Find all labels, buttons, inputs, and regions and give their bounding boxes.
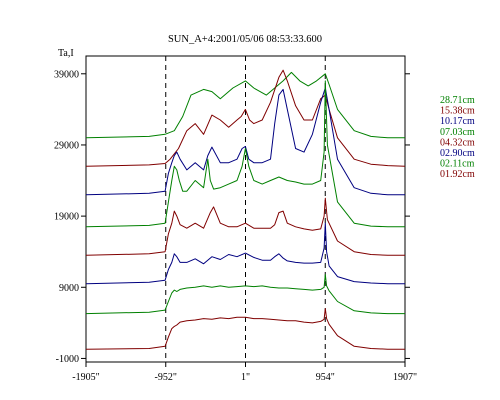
y-tick-label: -1000 xyxy=(56,354,79,365)
legend-item: 02.11cm xyxy=(440,159,475,170)
series-line xyxy=(85,222,405,285)
legend: 28.71cm15.38cm10.17cm07.03cm04.32cm02.90… xyxy=(440,95,475,180)
series-line xyxy=(85,308,405,350)
series-lines xyxy=(85,69,406,350)
x-tick-label: 1907" xyxy=(393,372,417,383)
x-tick-label: 954" xyxy=(316,372,335,383)
legend-item: 28.71cm xyxy=(440,95,475,106)
x-tick-label: 1" xyxy=(241,372,250,383)
y-tick-label: 39000 xyxy=(54,69,79,80)
y-axis-ticks: 39000 29000 19000 9000 -1000 xyxy=(54,69,410,365)
y-tick-label: 9000 xyxy=(59,283,79,294)
series-line xyxy=(85,80,405,228)
legend-item: 01.92cm xyxy=(440,169,475,180)
x-tick-label: -952" xyxy=(155,372,177,383)
legend-item: 10.17cm xyxy=(440,116,475,127)
y-tick-label: 29000 xyxy=(54,140,79,151)
series-line xyxy=(85,71,405,139)
y-axis-label: Ta,I xyxy=(58,48,74,59)
x-axis-ticks: -1905" -952" 1" 954" 1907" xyxy=(72,362,417,383)
reference-lines xyxy=(165,56,326,362)
chart-title: SUN_A+4:2001/05/06 08:53:33.600 xyxy=(168,34,322,45)
legend-item: 07.03cm xyxy=(440,127,475,138)
legend-item: 02.90cm xyxy=(440,148,475,159)
series-line xyxy=(85,197,405,256)
x-tick-label: -1905" xyxy=(72,372,99,383)
y-tick-label: 19000 xyxy=(54,212,79,223)
legend-item: 04.32cm xyxy=(440,137,475,148)
legend-item: 15.38cm xyxy=(440,106,475,117)
series-line xyxy=(85,274,405,315)
